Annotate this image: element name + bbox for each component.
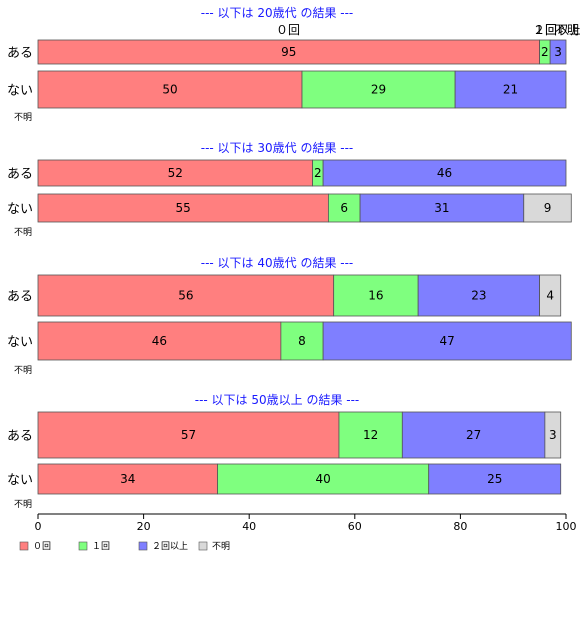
data-label: 6 — [340, 201, 348, 215]
legend-label: 不明 — [212, 541, 230, 552]
data-label: 34 — [120, 472, 135, 486]
data-label: 56 — [178, 289, 193, 303]
x-tick-label: 40 — [242, 520, 256, 533]
data-label: 47 — [440, 334, 455, 348]
row-label: ある — [7, 167, 33, 182]
bar-segment — [37, 39, 541, 65]
legend-swatch — [19, 541, 29, 551]
data-label: 2 — [314, 166, 322, 180]
bar-segment — [37, 274, 335, 317]
row-label: 不明 — [14, 227, 32, 238]
row-label: ない — [7, 202, 33, 217]
data-label: 21 — [503, 83, 518, 97]
bar-segment — [544, 411, 562, 459]
x-tick-label: 20 — [137, 520, 151, 533]
bar-segment — [37, 321, 282, 361]
row-label: 不明 — [14, 499, 32, 510]
bar-segment — [327, 193, 361, 223]
bar-segment — [37, 193, 329, 223]
bar-segment — [428, 463, 562, 495]
data-label: 23 — [471, 289, 486, 303]
legend-swatch — [78, 541, 88, 551]
bar-segment — [338, 411, 403, 459]
x-tick-label: 100 — [556, 520, 577, 533]
bar-segment — [549, 39, 567, 65]
legend-label: １回 — [92, 541, 110, 552]
bar-segment — [333, 274, 419, 317]
row-label: ない — [7, 335, 33, 350]
bar-segment — [454, 70, 567, 109]
data-label: 8 — [298, 334, 306, 348]
data-label: 4 — [546, 289, 554, 303]
bar-segment — [301, 70, 456, 109]
data-label: 46 — [437, 166, 452, 180]
panel-title: --- 以下は 20歳代 の結果 --- — [201, 6, 354, 20]
data-label: 12 — [363, 428, 378, 442]
row-label: ある — [7, 290, 33, 305]
row-label: ある — [7, 46, 33, 61]
data-label: 3 — [554, 45, 562, 59]
x-tick-label: 0 — [35, 520, 42, 533]
data-label: 27 — [466, 428, 481, 442]
data-label: 31 — [434, 201, 449, 215]
bar-segment — [359, 193, 525, 223]
bar-segment — [539, 274, 562, 317]
data-label: 2 — [541, 45, 549, 59]
legend-label: ０回 — [33, 541, 51, 552]
data-label: 29 — [371, 83, 386, 97]
row-label: ある — [7, 429, 33, 444]
data-label: 16 — [368, 289, 383, 303]
row-label: ない — [7, 473, 33, 488]
panel-title: --- 以下は 50歳以上 の結果 --- — [195, 393, 360, 407]
data-label: 9 — [544, 201, 552, 215]
panel-title: --- 以下は 30歳代 の結果 --- — [201, 141, 354, 155]
data-label: 95 — [281, 45, 296, 59]
legend-swatch — [138, 541, 148, 551]
data-label: 25 — [487, 472, 502, 486]
row-label: ない — [7, 84, 33, 99]
data-label: 3 — [549, 428, 557, 442]
x-tick-label: 80 — [453, 520, 467, 533]
legend-swatch — [198, 541, 208, 551]
panel-title: --- 以下は 40歳代 の結果 --- — [201, 256, 354, 270]
data-label: 46 — [152, 334, 167, 348]
data-label: 55 — [176, 201, 191, 215]
bar-segment — [37, 411, 340, 459]
bar-segment — [322, 159, 567, 187]
data-label: 50 — [162, 83, 177, 97]
bar-segment — [217, 463, 430, 495]
x-tick-label: 60 — [348, 520, 362, 533]
legend-label: ２回以上 — [152, 541, 188, 552]
top-label: ０回 — [276, 23, 300, 37]
data-label: 52 — [168, 166, 183, 180]
bar-segment — [37, 463, 218, 495]
data-label: 57 — [181, 428, 196, 442]
bar-segment — [401, 411, 546, 459]
bar-segment — [523, 193, 572, 223]
top-label: 不明 — [555, 23, 579, 37]
data-label: 40 — [315, 472, 330, 486]
row-label: 不明 — [14, 112, 32, 123]
top-label: ２回以上 — [533, 23, 580, 37]
row-label: 不明 — [14, 365, 32, 376]
bar-segment — [322, 321, 572, 361]
bar-segment — [417, 274, 541, 317]
top-label: １回 — [533, 23, 557, 37]
